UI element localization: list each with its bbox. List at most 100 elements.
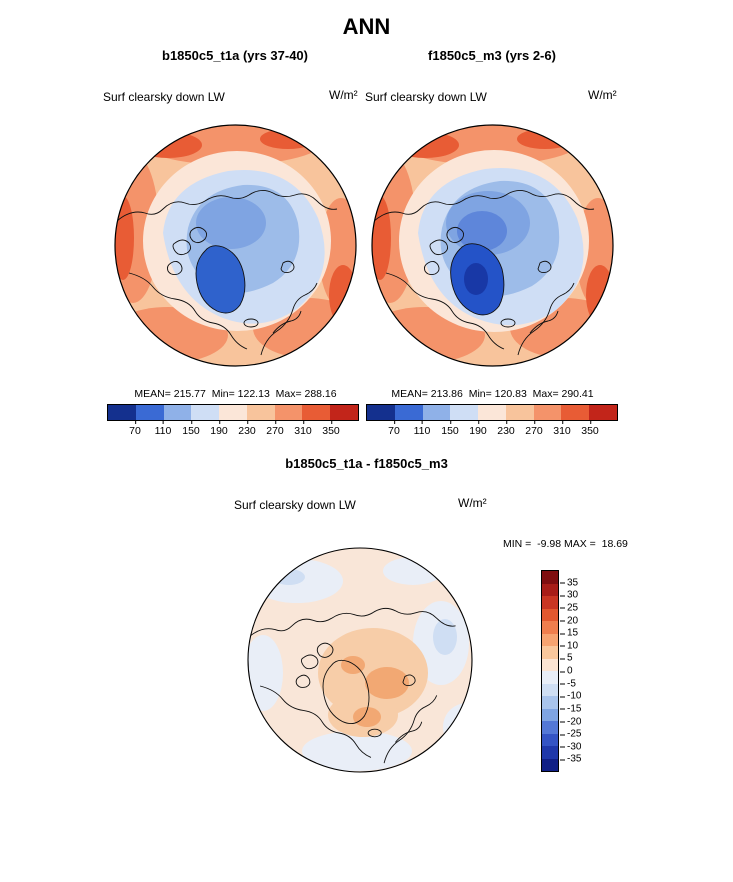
colorbar-tick-label: 70 bbox=[129, 420, 141, 437]
coastlines bbox=[116, 190, 338, 356]
colorbar-cell bbox=[367, 405, 395, 420]
right-units-label: W/m² bbox=[588, 88, 617, 102]
left-panel-title: b1850c5_t1a (yrs 37-40) bbox=[162, 48, 308, 63]
coastlines bbox=[373, 190, 595, 356]
colorbar-cell bbox=[542, 708, 558, 721]
colorbar-tick-label: 70 bbox=[388, 420, 400, 437]
colorbar-tick-label: 270 bbox=[266, 420, 284, 437]
colorbar-tick-label: 310 bbox=[294, 420, 312, 437]
diff-colorbar-cells bbox=[541, 570, 559, 772]
diff-warmer-spots bbox=[341, 656, 409, 727]
polar-map-right-svg bbox=[371, 124, 614, 367]
colorbar-tick-label: 350 bbox=[322, 420, 340, 437]
diff-units-label: W/m² bbox=[458, 496, 487, 510]
colorbar-tick-label: 190 bbox=[469, 420, 487, 437]
colorbar-cell bbox=[450, 405, 479, 420]
colorbar-cell bbox=[394, 405, 423, 420]
colorbar-cell bbox=[542, 596, 558, 609]
colorbar-tick-label: 150 bbox=[182, 420, 200, 437]
colorbar-cell bbox=[542, 758, 558, 771]
colorbar-cell bbox=[542, 621, 558, 634]
colorbar-cell bbox=[542, 583, 558, 596]
colorbar-tick-label: 150 bbox=[441, 420, 459, 437]
left-colorbar: 70 110 150 190 230 270 310 350 bbox=[107, 404, 359, 439]
colorbar-cell bbox=[589, 405, 618, 420]
right-variable-label: Surf clearsky down LW bbox=[365, 90, 487, 104]
right-colorbar-ticks: 70 110 150 190 230 270 310 350 bbox=[366, 420, 618, 439]
right-colorbar: 70 110 150 190 230 270 310 350 bbox=[366, 404, 618, 439]
colorbar-tick-label: 0 bbox=[560, 665, 573, 677]
colorbar-cell bbox=[163, 405, 192, 420]
colorbar-cell bbox=[542, 608, 558, 621]
diff-colorbar: 35 30 25 20 15 10 5 0 -5 -10 -15 -20 -25 -30 -35 bbox=[541, 570, 581, 772]
colorbar-tick-label: 110 bbox=[413, 420, 431, 437]
colorbar-cell bbox=[561, 405, 590, 420]
colorbar-cell bbox=[191, 405, 220, 420]
left-colorbar-ticks: 70 110 150 190 230 270 310 350 bbox=[107, 420, 359, 439]
colorbar-tick-label: 350 bbox=[581, 420, 599, 437]
arctic-deeper-blue bbox=[457, 211, 507, 251]
colorbar-tick-label: 30 bbox=[559, 589, 579, 601]
colorbar-cell bbox=[542, 721, 558, 734]
colorbar-tick-label: 35 bbox=[559, 577, 579, 589]
colorbar-tick-label: -10 bbox=[559, 690, 582, 702]
colorbar-cell bbox=[108, 405, 136, 420]
colorbar-cell bbox=[542, 683, 558, 696]
coastlines bbox=[248, 607, 456, 764]
left-stats: MEAN= 215.77 Min= 122.13 Max= 288.16 bbox=[134, 388, 337, 400]
colorbar-cell bbox=[274, 405, 303, 420]
polar-map-diff-svg bbox=[247, 547, 473, 773]
colorbar-tick-label: -15 bbox=[559, 703, 582, 715]
colorbar-cell bbox=[542, 633, 558, 646]
colorbar-tick-label: 310 bbox=[553, 420, 571, 437]
greenland-cold-blob bbox=[196, 245, 245, 313]
colorbar-cell bbox=[542, 658, 558, 671]
colorbar-cell bbox=[542, 746, 558, 759]
colorbar-tick-label: 270 bbox=[525, 420, 543, 437]
right-stats: MEAN= 213.86 Min= 120.83 Max= 290.41 bbox=[391, 388, 594, 400]
colorbar-tick-label: -5 bbox=[560, 678, 576, 690]
colorbar-tick-label: 15 bbox=[559, 627, 579, 639]
polar-map-diff bbox=[245, 545, 475, 775]
colorbar-cell bbox=[542, 646, 558, 659]
colorbar-tick-label: -25 bbox=[559, 728, 582, 740]
colorbar-tick-label: 10 bbox=[559, 640, 579, 652]
left-variable-label: Surf clearsky down LW bbox=[103, 90, 225, 104]
colorbar-cell bbox=[542, 696, 558, 709]
colorbar-cell bbox=[135, 405, 164, 420]
map-border-circle bbox=[247, 547, 473, 773]
colorbar-tick-label: -35 bbox=[559, 753, 582, 765]
colorbar-cell bbox=[542, 571, 558, 584]
diff-panel-title: b1850c5_t1a - f1850c5_m3 bbox=[285, 456, 448, 471]
colorbar-cell bbox=[505, 405, 534, 420]
right-colorbar-cells bbox=[366, 404, 618, 421]
colorbar-tick-label: 5 bbox=[560, 652, 573, 664]
colorbar-cell bbox=[542, 733, 558, 746]
colorbar-tick-label: 25 bbox=[559, 602, 579, 614]
map-border-circle bbox=[371, 124, 614, 367]
colorbar-cell bbox=[330, 405, 359, 420]
diff-variable-label: Surf clearsky down LW bbox=[234, 498, 356, 512]
right-panel-title: f1850c5_m3 (yrs 2-6) bbox=[428, 48, 556, 63]
colorbar-cell bbox=[478, 405, 506, 420]
colorbar-tick-label: -20 bbox=[559, 716, 582, 727]
polar-map-left-svg bbox=[114, 124, 357, 367]
colorbar-tick-label: 230 bbox=[497, 420, 515, 437]
left-colorbar-cells bbox=[107, 404, 359, 421]
colorbar-tick-label: 230 bbox=[238, 420, 256, 437]
colorbar-tick-label: 190 bbox=[210, 420, 228, 437]
polar-map-left bbox=[113, 123, 358, 368]
arctic-deep-blue bbox=[196, 197, 266, 249]
colorbar-tick-label: 20 bbox=[559, 615, 579, 626]
map-border-circle bbox=[114, 124, 357, 367]
colorbar-cell bbox=[219, 405, 247, 420]
diff-colorbar-ticks: 35 30 25 20 15 10 5 0 -5 -10 -15 -20 -25 -30 -35 bbox=[559, 570, 597, 772]
colorbar-tick-label: -30 bbox=[559, 741, 582, 753]
colorbar-cell bbox=[302, 405, 331, 420]
colorbar-cell bbox=[542, 671, 558, 684]
greenland-cold-core bbox=[464, 263, 488, 295]
colorbar-cell bbox=[422, 405, 451, 420]
polar-map-right bbox=[370, 123, 615, 368]
figure-title: ANN bbox=[342, 14, 391, 39]
